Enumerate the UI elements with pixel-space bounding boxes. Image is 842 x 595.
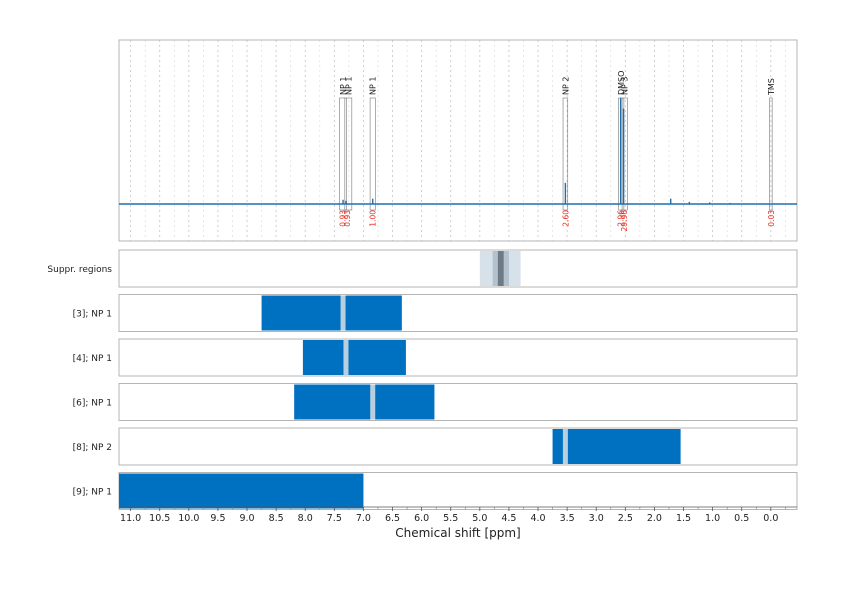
region-row-frame <box>118 294 798 332</box>
x-axis: 11.0 10.5 10.0 9.5 9.0 8.5 8.0 7.5 7.0 6.5 6.0 5.5 5… <box>119 506 797 524</box>
x-tick-label: 11.0 <box>120 513 141 524</box>
row-label: [9]; NP 1 <box>73 488 112 498</box>
annotation-box <box>769 97 773 211</box>
region-rows: Suppr. regions [3]; NP 1 [4]; NP 1 [6]; NP … <box>47 249 798 510</box>
x-tick-label: 10.5 <box>149 513 170 524</box>
x-tick-label: 3.0 <box>589 513 604 524</box>
spectrum-frame <box>118 39 798 242</box>
grid-lines <box>130 40 786 241</box>
x-tick-label: 6.0 <box>414 513 429 524</box>
annotation-box <box>339 97 347 211</box>
x-tick-label: 0.0 <box>763 513 778 524</box>
integral-label: 2.96 <box>617 210 626 227</box>
x-axis-label: Chemical shift [ppm] <box>395 526 521 540</box>
row-label: [4]; NP 1 <box>73 354 112 364</box>
integral-label: 2.60 <box>561 210 570 227</box>
x-tick-label: 8.0 <box>298 513 313 524</box>
x-tick-label: 4.0 <box>530 513 545 524</box>
integral-label: 0.93 <box>343 210 352 227</box>
region-marker <box>343 340 349 375</box>
annotation-label: NP 1 <box>369 77 378 95</box>
region-bar <box>261 295 402 331</box>
region-marker <box>340 295 346 331</box>
annotation-label: NP 2 <box>561 77 570 95</box>
row-label: [3]; NP 1 <box>73 310 112 320</box>
x-tick-label: 9.5 <box>210 513 225 524</box>
annotation-box <box>344 97 353 211</box>
suppr-row-frame <box>118 249 798 288</box>
integral-label: 29.96 <box>620 210 629 232</box>
annotation-box <box>621 97 628 211</box>
annotation-label: DMSO <box>617 71 626 95</box>
x-tick-label: 9.0 <box>239 513 254 524</box>
x-tick-label: 4.5 <box>501 513 516 524</box>
suppr-region-dark <box>497 251 504 286</box>
annotation-box <box>369 97 376 211</box>
region-marker <box>370 384 376 420</box>
annotation-label: NP 1 <box>339 77 348 95</box>
row-label: [6]; NP 1 <box>73 399 112 409</box>
x-tick-label: 6.5 <box>385 513 400 524</box>
region-row-frame <box>118 383 798 421</box>
x-tick-label: 1.5 <box>676 513 691 524</box>
x-tick-label: 5.0 <box>472 513 487 524</box>
x-tick-label: 5.5 <box>443 513 458 524</box>
x-tick-label: 0.5 <box>734 513 749 524</box>
x-tick-label: 7.0 <box>356 513 371 524</box>
x-tick-label: 8.5 <box>269 513 284 524</box>
x-tick-label: 3.5 <box>560 513 575 524</box>
region-bar <box>294 384 435 420</box>
row-label: Suppr. regions <box>47 265 112 275</box>
annotation-label: NP 1 <box>344 77 353 95</box>
x-tick-label: 10.0 <box>178 513 199 524</box>
region-bar <box>302 340 406 375</box>
region-bar <box>119 473 364 509</box>
region-marker <box>562 429 568 464</box>
x-tick-label: 2.0 <box>647 513 662 524</box>
region-row-frame <box>118 427 798 466</box>
x-tick-label: 7.5 <box>327 513 342 524</box>
integral-label: 0.93 <box>338 210 347 227</box>
annotation-label: TMS <box>767 78 776 96</box>
integral-label: 1.00 <box>369 210 378 227</box>
x-tick-label: 2.5 <box>618 513 633 524</box>
x-tick-label: 1.0 <box>705 513 720 524</box>
region-bar <box>552 429 681 464</box>
region-row-frame <box>118 338 798 377</box>
integral-label: 0.03 <box>767 210 776 227</box>
annotation-label: NP 3 <box>621 77 630 95</box>
row-label: [8]; NP 2 <box>73 443 112 453</box>
annotation-box <box>562 97 569 211</box>
